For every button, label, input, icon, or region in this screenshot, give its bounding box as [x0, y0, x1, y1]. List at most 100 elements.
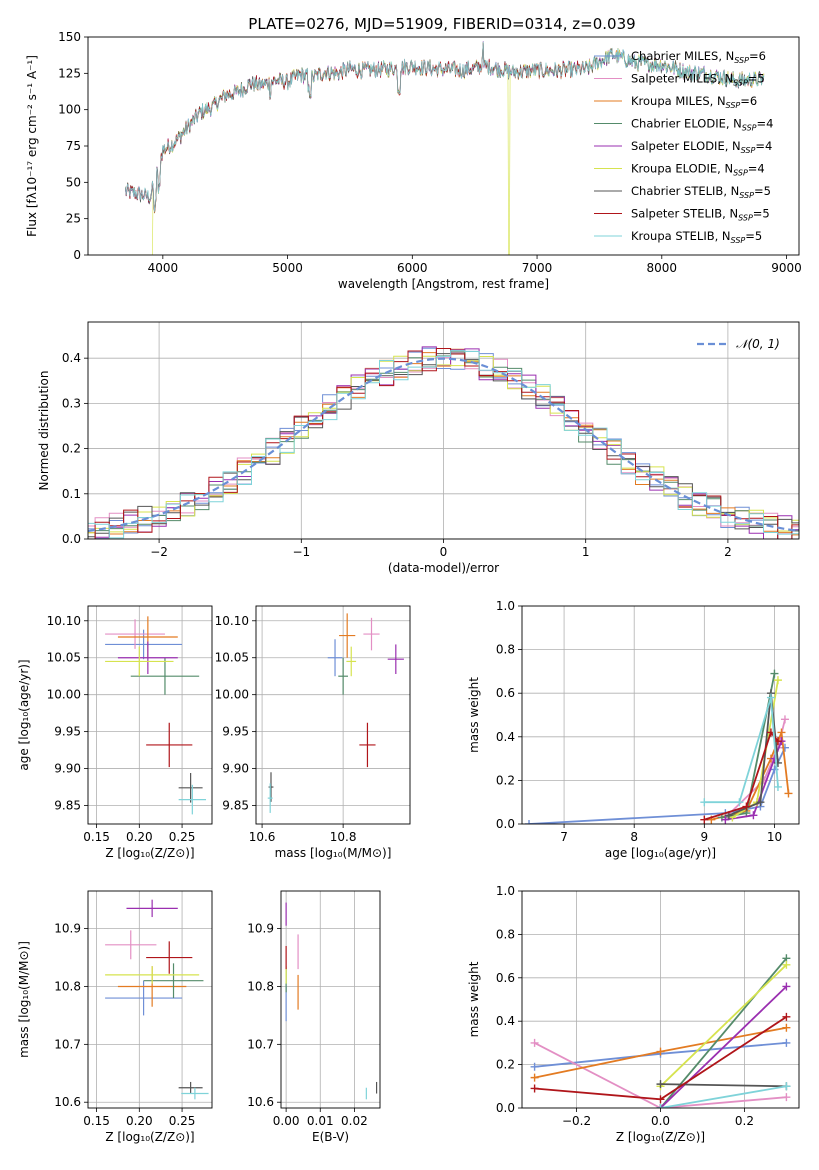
y-tick-label: 10.05 — [215, 651, 249, 665]
x-tick-label: 0.0 — [651, 1114, 670, 1128]
weight-marker — [782, 1093, 791, 1102]
x-tick-label: 1 — [582, 545, 590, 559]
weight-marker — [530, 1073, 539, 1082]
legend-label: Salpeter STELIB, NSSP=5 — [631, 207, 770, 223]
y-tick-label: 0.6 — [496, 686, 515, 700]
axes-frame — [521, 605, 800, 825]
x-tick-label: 6000 — [397, 261, 428, 275]
weight-marker — [656, 1047, 665, 1056]
legend-label: Chabrier MILES, NSSP=6 — [631, 49, 766, 65]
x-tick-label: 10.6 — [249, 830, 276, 844]
weight-marker — [777, 728, 786, 737]
x-tick-label: 9 — [701, 830, 709, 844]
plot-area-spectrum — [125, 41, 765, 255]
weight-marker — [782, 1038, 791, 1047]
y-tick-label: 10.7 — [54, 1037, 81, 1051]
weight-marker — [784, 789, 793, 798]
axes-frame — [87, 36, 800, 256]
y-tick-label: 0.1 — [62, 487, 81, 501]
weight-marker — [742, 802, 751, 811]
weight-marker — [782, 1023, 791, 1032]
x-axis-label: Z [log₁₀(Z/Z⊙)] — [105, 846, 194, 860]
x-tick-label: 0.2 — [735, 1114, 754, 1128]
x-tick-label: 0.20 — [126, 1114, 153, 1128]
x-axis-label: wavelength [Angstrom, rest frame] — [338, 277, 549, 291]
y-tick-label: 10.6 — [247, 1095, 274, 1109]
y-axis-label: mass [log₁₀(M/M⊙)] — [17, 941, 31, 1058]
weight-line — [725, 740, 783, 821]
weight-line — [704, 697, 779, 804]
x-tick-label: 9000 — [771, 261, 802, 275]
y-axis-label: mass weight — [467, 677, 481, 753]
plot-area-mass_vs_Z — [88, 891, 212, 1108]
plot-area-weight_vs_Z — [522, 891, 799, 1108]
spectrum-line — [125, 42, 587, 213]
x-tick-label: 0.00 — [273, 1114, 300, 1128]
weight-marker — [780, 715, 789, 724]
x-tick-label: 0 — [440, 545, 448, 559]
axes-frame — [87, 321, 800, 540]
x-tick-label: 8000 — [647, 261, 678, 275]
y-axis-label: mass weight — [467, 961, 481, 1037]
y-tick-label: 0.2 — [496, 1058, 515, 1072]
axes-frame — [87, 890, 213, 1109]
y-tick-label: 0.6 — [496, 971, 515, 985]
y-tick-label: 1.0 — [496, 884, 515, 898]
y-tick-label: 9.85 — [222, 799, 249, 813]
y-tick-label: 100 — [58, 103, 81, 117]
y-axis-label: Flux [fλ10⁻¹⁷ erg cm⁻² s⁻¹ A⁻¹] — [25, 55, 39, 237]
x-tick-label: 8 — [630, 830, 638, 844]
weight-marker — [756, 798, 765, 807]
y-tick-label: 75 — [66, 139, 81, 153]
weight-marker — [749, 811, 758, 820]
plot-area-weight_vs_age — [522, 606, 799, 824]
weight-marker — [530, 1062, 539, 1071]
weight-marker — [721, 815, 730, 824]
weight-marker — [782, 1082, 791, 1091]
x-axis-label: age [log₁₀(age/yr)] — [605, 846, 716, 860]
y-tick-label: 9.95 — [54, 725, 81, 739]
x-tick-label: 0.15 — [83, 1114, 110, 1128]
weight-marker — [770, 669, 779, 678]
x-tick-label: 0.25 — [169, 1114, 196, 1128]
weight-marker — [766, 693, 775, 702]
x-axis-label: Z [log₁₀(Z/Z⊙)] — [105, 1130, 194, 1144]
weight-marker — [525, 820, 534, 824]
legend-label: Kroupa ELODIE, NSSP=4 — [631, 162, 765, 178]
y-tick-label: 9.90 — [54, 762, 81, 776]
legend-label: Kroupa MILES, NSSP=6 — [631, 94, 757, 110]
x-tick-label: 5000 — [272, 261, 303, 275]
y-tick-label: 10.8 — [54, 979, 81, 993]
axes-frame — [280, 890, 381, 1109]
weight-marker — [780, 743, 789, 752]
weight-marker — [530, 1038, 539, 1047]
y-tick-label: 10.00 — [215, 688, 249, 702]
legend-label: Salpeter MILES, NSSP=5 — [631, 72, 765, 88]
y-tick-label: 150 — [58, 30, 81, 44]
weight-marker — [656, 1095, 665, 1104]
legend-label: Chabrier ELODIE, NSSP=4 — [631, 117, 773, 133]
legend-label: Kroupa STELIB, NSSP=5 — [631, 229, 762, 245]
y-tick-label: 10.9 — [247, 922, 274, 936]
weight-line — [659, 964, 788, 1087]
y-tick-label: 0.0 — [496, 817, 515, 831]
spectrum-line — [125, 41, 765, 212]
x-tick-label: −0.2 — [562, 1114, 591, 1128]
legend-label: 𝒩(0, 1) — [736, 337, 780, 351]
x-axis-label: (data-model)/error — [388, 561, 499, 575]
x-tick-label: 4000 — [148, 261, 179, 275]
weight-line — [660, 1083, 787, 1088]
y-axis-label: age [log₁₀(age/yr)] — [17, 659, 31, 770]
x-tick-label: 0.02 — [341, 1114, 368, 1128]
y-tick-label: 125 — [58, 66, 81, 80]
y-tick-label: 10.7 — [247, 1037, 274, 1051]
plot-area-age_vs_mass — [256, 606, 410, 824]
x-tick-label: −1 — [292, 545, 310, 559]
weight-line — [704, 730, 779, 821]
normal-curve — [88, 357, 799, 533]
axes-frame — [87, 605, 213, 825]
weight-marker — [700, 798, 709, 807]
weight-marker — [773, 737, 782, 746]
y-tick-label: 0.0 — [62, 532, 81, 546]
y-tick-label: 50 — [66, 175, 81, 189]
